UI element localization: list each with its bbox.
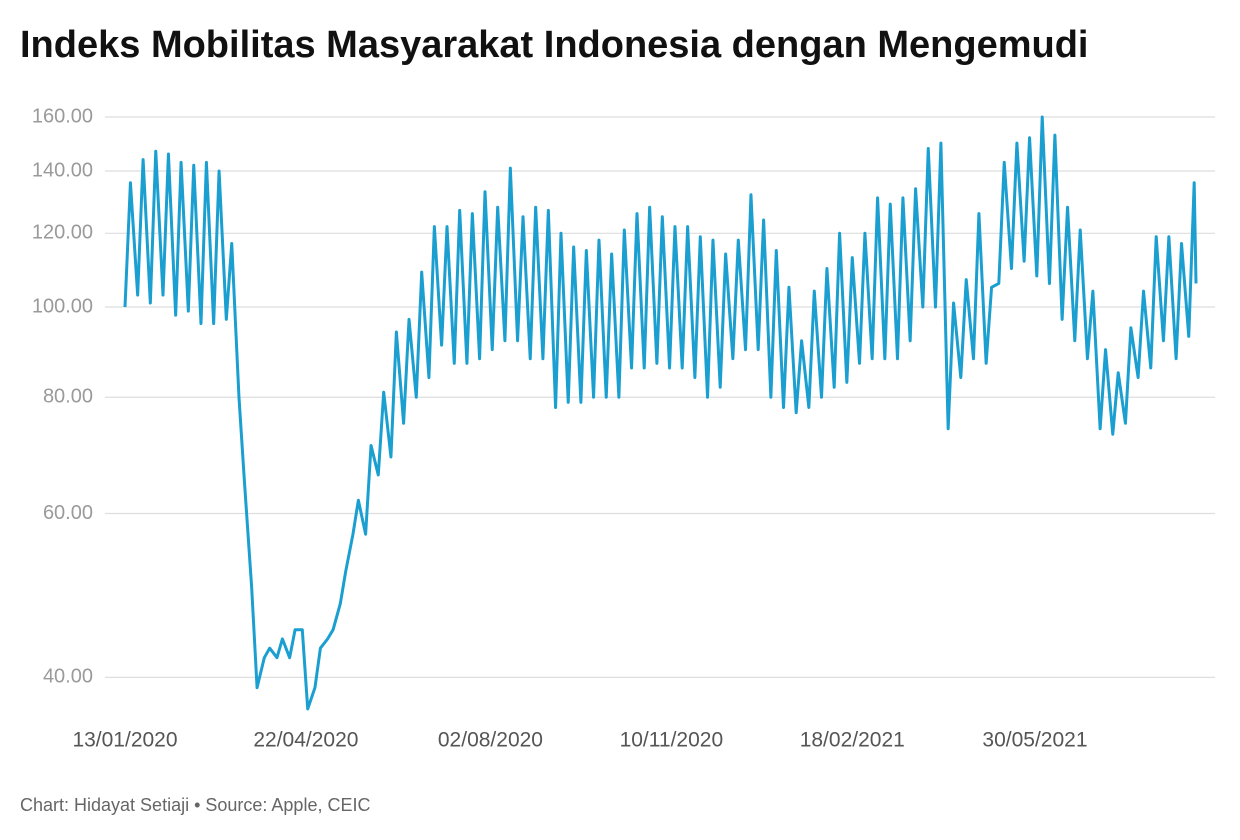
y-tick-label: 80.00 — [43, 385, 93, 407]
y-tick-label: 60.00 — [43, 502, 93, 524]
y-tick-label: 140.00 — [32, 159, 93, 181]
x-tick-label: 30/05/2021 — [982, 729, 1087, 752]
x-tick-label: 18/02/2021 — [800, 729, 905, 752]
y-tick-label: 40.00 — [43, 666, 93, 688]
data-line — [123, 115, 1198, 711]
chart-footer: Chart: Hidayat Setiaji • Source: Apple, … — [20, 795, 370, 815]
x-tick-label: 02/08/2020 — [438, 729, 543, 752]
y-tick-label: 100.00 — [32, 295, 93, 317]
x-tick-label: 13/01/2020 — [72, 729, 177, 752]
chart-title: Indeks Mobilitas Masyarakat Indonesia de… — [20, 24, 1088, 66]
x-tick-label: 22/04/2020 — [253, 729, 358, 752]
x-tick-label: 10/11/2020 — [620, 729, 724, 752]
y-tick-label: 160.00 — [32, 105, 93, 127]
y-tick-label: 120.00 — [32, 222, 93, 244]
